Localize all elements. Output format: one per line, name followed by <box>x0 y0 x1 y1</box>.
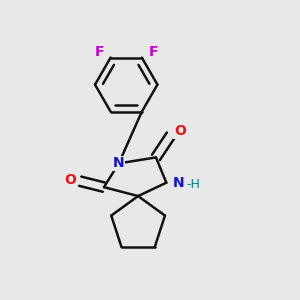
Text: F: F <box>148 45 158 58</box>
Text: -H: -H <box>186 178 200 191</box>
Text: F: F <box>94 45 104 58</box>
Text: O: O <box>64 173 76 187</box>
Text: N: N <box>113 156 124 170</box>
Text: N: N <box>172 176 184 190</box>
Text: O: O <box>174 124 186 138</box>
